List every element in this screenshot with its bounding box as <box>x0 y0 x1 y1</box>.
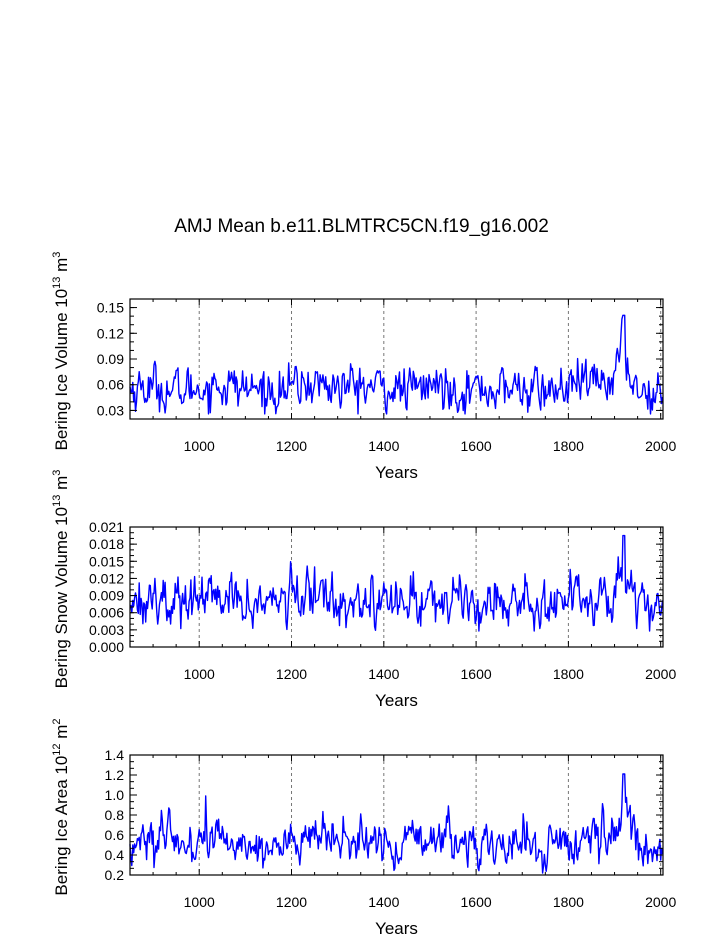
ice-area-xtick-label-2: 1400 <box>368 894 399 910</box>
snow-volume-xtick-label-2: 1400 <box>368 666 399 682</box>
snow-volume-ylabel-exponent: 13 <box>51 495 63 507</box>
snow-volume-ytick-label-1: 0.003 <box>89 622 124 638</box>
snow-volume-ylabel-base: Bering Snow Volume 10 <box>52 507 71 688</box>
ice-volume-ylabel-base: Bering Ice Volume 10 <box>52 289 71 451</box>
ice-volume-ytick-label-2: 0.09 <box>97 351 124 367</box>
snow-volume-ytick-label-7: 0.021 <box>89 519 124 535</box>
ice-volume-ylabel-exponent: 13 <box>51 277 63 289</box>
ice-volume-ytick-label-3: 0.12 <box>97 325 124 341</box>
ice-volume-ylabel: Bering Ice Volume 1013 m3 <box>51 252 71 451</box>
ice-area-xtick-label-3: 1600 <box>461 894 492 910</box>
snow-volume-frame <box>129 526 664 648</box>
snow-volume-ylabel-unit: m <box>52 476 71 495</box>
snow-volume-xlabel: Years <box>375 691 418 710</box>
ice-volume-xtick-label-0: 1000 <box>184 438 215 454</box>
ice-area-ytick-label-6: 1.4 <box>105 747 125 763</box>
snow-volume-ytick-label-0: 0.000 <box>89 639 124 655</box>
ice-volume-ytick-label-4: 0.15 <box>97 300 124 316</box>
snow-volume-xtick-label-3: 1600 <box>461 666 492 682</box>
ice-area-ylabel-unit-exponent: 2 <box>51 718 63 724</box>
snow-volume-ylabel-unit-exponent: 3 <box>51 470 63 476</box>
ice-area-series-line <box>129 773 664 874</box>
ice-area-ylabel-unit: m <box>52 725 71 744</box>
ice-area-ytick-label-3: 0.8 <box>105 807 125 823</box>
ice-volume-xtick-label-4: 1800 <box>553 438 584 454</box>
ice-area-panel: 1000 1200 1400 1600 1800 2000 0.2 0.4 0.6 0.8 1.0 1… <box>51 718 676 935</box>
ice-area-ytick-label-1: 0.4 <box>105 847 125 863</box>
ice-volume-series-line <box>129 314 664 415</box>
ice-area-ylabel: Bering Ice Area 1012 m2 <box>51 718 71 895</box>
ice-volume-xtick-label-1: 1200 <box>276 438 307 454</box>
snow-volume-ytick-label-4: 0.012 <box>89 570 124 586</box>
snow-volume-xtick-label-0: 1000 <box>184 666 215 682</box>
ice-area-xtick-label-0: 1000 <box>184 894 215 910</box>
ice-area-xlabel: Years <box>375 919 418 935</box>
snow-volume-xtick-label-4: 1800 <box>553 666 584 682</box>
ice-area-ytick-label-5: 1.2 <box>105 767 125 783</box>
ice-volume-panel: 1000 1200 1400 1600 1800 2000 0.03 0.06 0.09 0.12… <box>51 252 676 482</box>
ice-volume-ytick-label-0: 0.03 <box>97 402 124 418</box>
ice-area-ytick-label-2: 0.6 <box>105 827 125 843</box>
snow-volume-xtick-label-1: 1200 <box>276 666 307 682</box>
ice-volume-ytick-label-1: 0.06 <box>97 377 124 393</box>
ice-volume-xtick-label-5: 2000 <box>645 438 676 454</box>
snow-volume-ylabel: Bering Snow Volume 1013 m3 <box>51 470 71 689</box>
snow-volume-xtick-label-5: 2000 <box>645 666 676 682</box>
snow-volume-panel: 1000 1200 1400 1600 1800 20000.0000.0030.0060… <box>51 470 676 710</box>
ice-area-ylabel-exponent: 12 <box>51 743 63 755</box>
ice-volume-xtick-label-3: 1600 <box>461 438 492 454</box>
ice-area-ytick-label-0: 0.2 <box>105 867 125 883</box>
ice-volume-ylabel-unit-exponent: 3 <box>51 252 63 258</box>
ice-area-xtick-label-5: 2000 <box>645 894 676 910</box>
ice-area-xtick-label-4: 1800 <box>553 894 584 910</box>
ice-area-ylabel-base: Bering Ice Area 10 <box>52 756 71 896</box>
snow-volume-ytick-label-3: 0.009 <box>89 588 124 604</box>
ice-volume-ylabel-unit: m <box>52 258 71 277</box>
chart-title: AMJ Mean b.e11.BLMTRC5CN.f19_g16.002 <box>174 216 549 237</box>
ice-area-ytick-label-4: 1.0 <box>105 787 125 803</box>
snow-volume-ytick-label-6: 0.018 <box>89 536 124 552</box>
snow-volume-series-line <box>129 534 664 632</box>
ice-area-frame <box>129 754 664 876</box>
ice-volume-xlabel: Years <box>375 463 418 482</box>
snow-volume-ytick-label-5: 0.015 <box>89 553 124 569</box>
ice-volume-xtick-label-2: 1400 <box>368 438 399 454</box>
ice-area-xtick-label-1: 1200 <box>276 894 307 910</box>
snow-volume-ytick-label-2: 0.006 <box>89 605 124 621</box>
